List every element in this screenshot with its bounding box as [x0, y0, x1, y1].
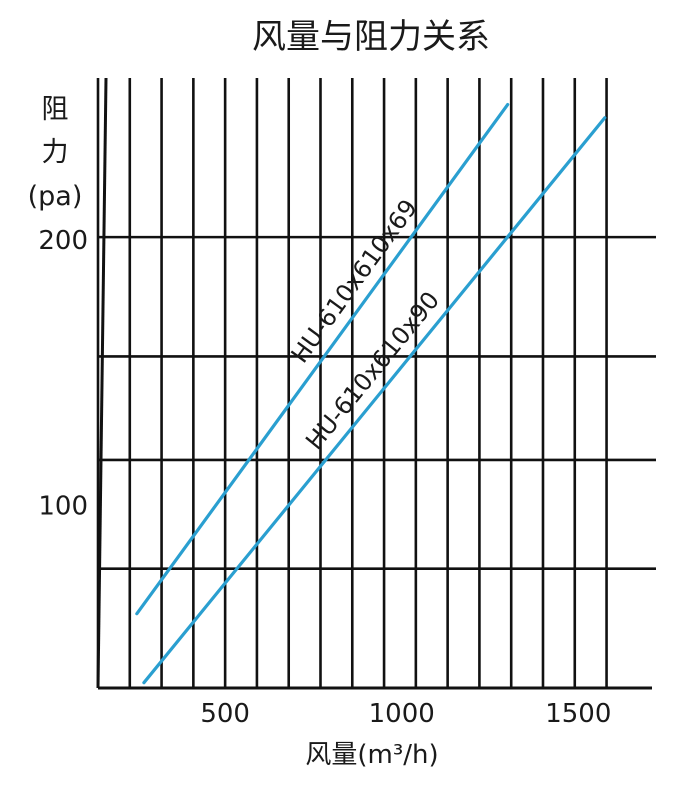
- series-line-2: [142, 116, 607, 685]
- y-tick-label-1: 200: [38, 226, 88, 256]
- chart-title: 风量与阻力关系: [252, 17, 490, 57]
- tick-layer: 500 1000 1500 100 200: [38, 226, 611, 729]
- series-line-1: [135, 102, 510, 616]
- x-tick-label-1: 1000: [369, 699, 435, 729]
- grid-layer: [96, 78, 656, 688]
- y-axis-line: [96, 77, 108, 689]
- y-axis-label-line-2: 力: [42, 137, 69, 168]
- y-tick-label-0: 100: [38, 491, 88, 521]
- y-axis-label-line-3: (pa): [28, 181, 83, 212]
- x-axis-label: 风量(m³/h): [305, 740, 438, 770]
- x-tick-label-2: 1500: [545, 699, 611, 729]
- x-tick-label-0: 500: [200, 699, 250, 729]
- y-axis-label-line-1: 阻: [42, 94, 69, 125]
- axis-layer: [96, 77, 652, 690]
